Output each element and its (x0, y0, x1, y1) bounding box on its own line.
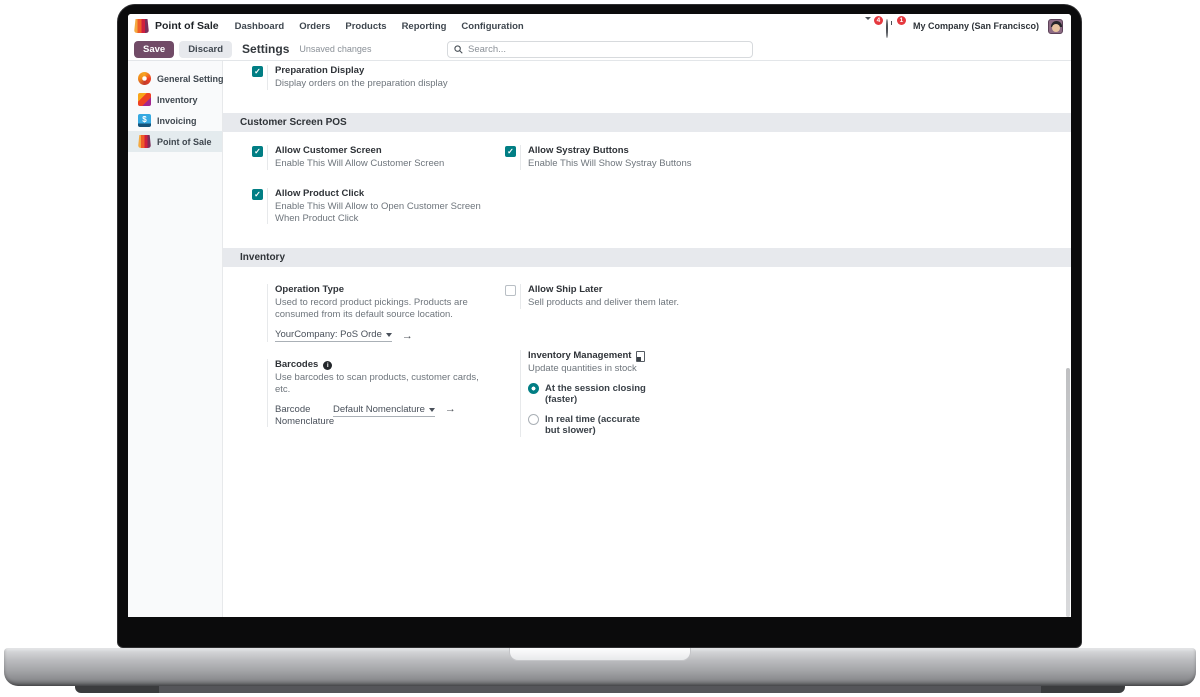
setting-barcodes: Barcodes i Use barcodes to scan products… (252, 359, 489, 427)
vertical-scrollbar[interactable] (1066, 368, 1070, 617)
general-settings-icon (138, 72, 151, 85)
setting-label: Allow Customer Screen (275, 145, 382, 156)
company-switcher[interactable]: My Company (San Francisco) (912, 21, 1039, 31)
activities-badge: 1 (896, 15, 906, 25)
documentation-icon[interactable] (636, 350, 646, 362)
setting-desc: Display orders on the preparation displa… (275, 78, 448, 89)
pos-app-icon[interactable] (134, 19, 149, 33)
setting-desc: Use barcodes to scan products, customer … (275, 372, 479, 395)
sidebar-item-inventory[interactable]: Inventory (128, 89, 222, 110)
setting-desc: Enable This Will Allow Customer Screen (275, 158, 445, 169)
setting-preparation-display: Preparation Display Display orders on th… (252, 65, 489, 90)
control-panel: Save Discard Settings Unsaved changes (128, 38, 1071, 61)
menu-item-configuration[interactable]: Configuration (461, 20, 524, 32)
search-box[interactable] (447, 41, 753, 58)
search-input[interactable] (468, 44, 746, 55)
sidebar-item-invoicing[interactable]: $ Invoicing (128, 110, 222, 131)
setting-label: Allow Systray Buttons (528, 145, 629, 156)
setting-allow-customer-screen: Allow Customer Screen Enable This Will A… (252, 145, 489, 170)
allow-systray-buttons-checkbox[interactable] (505, 146, 516, 157)
activities-icon[interactable]: 1 (885, 15, 906, 38)
clock-icon (885, 18, 888, 38)
laptop-screen: Point of Sale Dashboard Orders Products … (128, 14, 1071, 617)
setting-label: Barcodes (275, 359, 319, 370)
setting-desc: Sell products and deliver them later. (528, 297, 680, 308)
radio-option-real-time[interactable]: In real time (accurate but slower) (528, 413, 720, 437)
messages-badge: 4 (873, 15, 883, 25)
messages-icon[interactable]: 4 (863, 15, 883, 33)
search-icon (454, 45, 463, 54)
invoicing-app-icon: $ (138, 114, 151, 127)
radio-unselected-icon[interactable] (528, 413, 539, 425)
setting-inventory-management: Inventory Management Update quantities i… (505, 350, 720, 437)
setting-label: Operation Type (275, 284, 344, 295)
menu-item-reporting[interactable]: Reporting (401, 20, 447, 32)
section-header-customer-screen-pos: Customer Screen POS (223, 113, 1071, 132)
discard-button[interactable]: Discard (179, 40, 233, 58)
setting-label: Preparation Display (275, 65, 365, 76)
save-button[interactable]: Save (134, 40, 175, 58)
section-header-inventory: Inventory (223, 248, 1071, 267)
chevron-down-icon (428, 407, 435, 412)
sidebar-item-point-of-sale[interactable]: Point of Sale (128, 131, 222, 152)
unsaved-changes-status: Unsaved changes (299, 44, 372, 54)
setting-operation-type: Operation Type Used to record product pi… (252, 284, 489, 342)
allow-product-click-checkbox[interactable] (252, 189, 263, 200)
info-icon[interactable]: i (323, 360, 333, 370)
navbar-right: 4 1 My Company (San Francisco) (863, 15, 1063, 38)
settings-sidebar: General Settings Inventory $ Invoicing P… (128, 61, 229, 617)
radio-selected-icon[interactable] (528, 382, 539, 394)
operation-type-select[interactable]: YourCompany: PoS Orde (275, 329, 392, 342)
user-avatar[interactable] (1048, 18, 1063, 34)
app-name[interactable]: Point of Sale (155, 20, 219, 32)
setting-desc: Update quantities in stock (528, 363, 637, 374)
menu-item-orders[interactable]: Orders (299, 20, 331, 32)
barcode-nomenclature-select[interactable]: Default Nomenclature (333, 404, 435, 417)
main-menu: Dashboard Orders Products Reporting Conf… (235, 21, 524, 32)
allow-customer-screen-checkbox[interactable] (252, 146, 263, 157)
laptop-feet (75, 686, 1125, 693)
navbar: Point of Sale Dashboard Orders Products … (128, 14, 1071, 38)
page-title: Settings (242, 42, 290, 56)
laptop-lid-notch (509, 648, 691, 661)
setting-label: Inventory Management (528, 350, 632, 361)
setting-desc: Used to record product pickings. Product… (275, 297, 468, 320)
preparation-display-checkbox[interactable] (252, 66, 263, 77)
setting-label: Allow Ship Later (528, 284, 603, 295)
menu-item-dashboard[interactable]: Dashboard (234, 20, 285, 32)
internal-link-arrow-icon[interactable]: → (401, 329, 413, 342)
barcode-nomenclature-label: Barcode Nomenclature (275, 404, 335, 427)
setting-allow-systray-buttons: Allow Systray Buttons Enable This Will S… (505, 145, 720, 170)
internal-link-arrow-icon[interactable]: → (444, 403, 456, 415)
laptop-bezel: Point of Sale Dashboard Orders Products … (117, 4, 1082, 648)
sidebar-item-general-settings[interactable]: General Settings (128, 68, 229, 89)
chevron-down-icon (385, 332, 392, 337)
setting-allow-product-click: Allow Product Click Enable This Will All… (252, 188, 489, 224)
setting-allow-ship-later: Allow Ship Later Sell products and deliv… (505, 284, 720, 309)
radio-option-session-closing[interactable]: At the session closing (faster) (528, 382, 720, 406)
setting-desc: Enable This Will Show Systray Buttons (528, 158, 692, 169)
setting-label: Allow Product Click (275, 188, 365, 199)
setting-desc: Enable This Will Allow to Open Customer … (275, 201, 481, 224)
allow-ship-later-checkbox[interactable] (505, 285, 516, 296)
menu-item-products[interactable]: Products (345, 20, 387, 32)
settings-content: Preparation Display Display orders on th… (223, 61, 1071, 617)
pos-app-icon-small (138, 135, 151, 148)
inventory-app-icon (138, 93, 151, 106)
